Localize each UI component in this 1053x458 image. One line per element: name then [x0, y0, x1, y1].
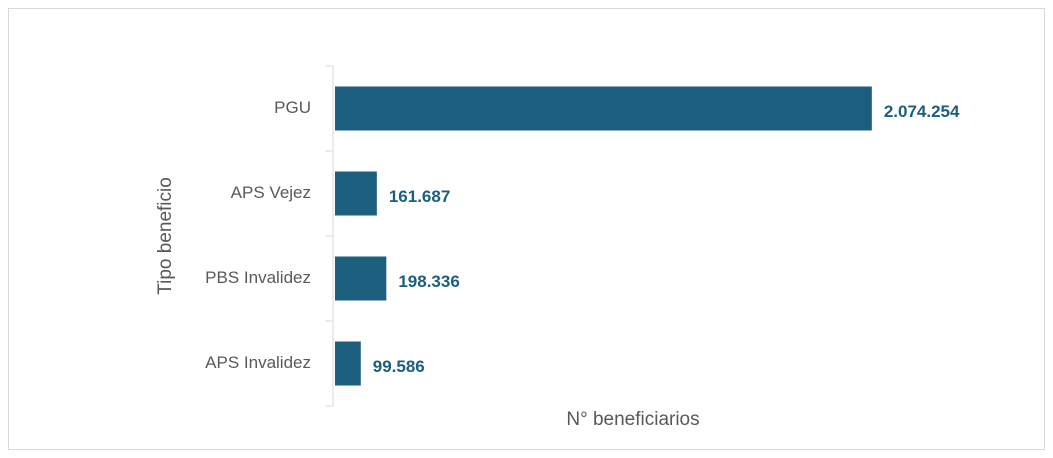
y-tick-label: PGU — [274, 98, 311, 117]
x-axis-title: N° beneficiarios — [566, 409, 699, 430]
y-tick-label: APS Invalidez — [205, 353, 311, 372]
value-label: 161.687 — [389, 187, 450, 206]
value-label: 198.336 — [398, 272, 459, 291]
y-axis-title: Tipo beneficio — [155, 177, 176, 295]
bar — [335, 171, 377, 216]
value-label: 2.074.254 — [884, 102, 960, 121]
value-label: 99.586 — [373, 357, 425, 376]
y-tick-label: APS Vejez — [231, 183, 311, 202]
chart-border — [8, 8, 1045, 450]
y-tick-label: PBS Invalidez — [205, 268, 311, 287]
bar — [335, 86, 872, 131]
bar — [335, 341, 361, 386]
bar — [335, 256, 387, 301]
